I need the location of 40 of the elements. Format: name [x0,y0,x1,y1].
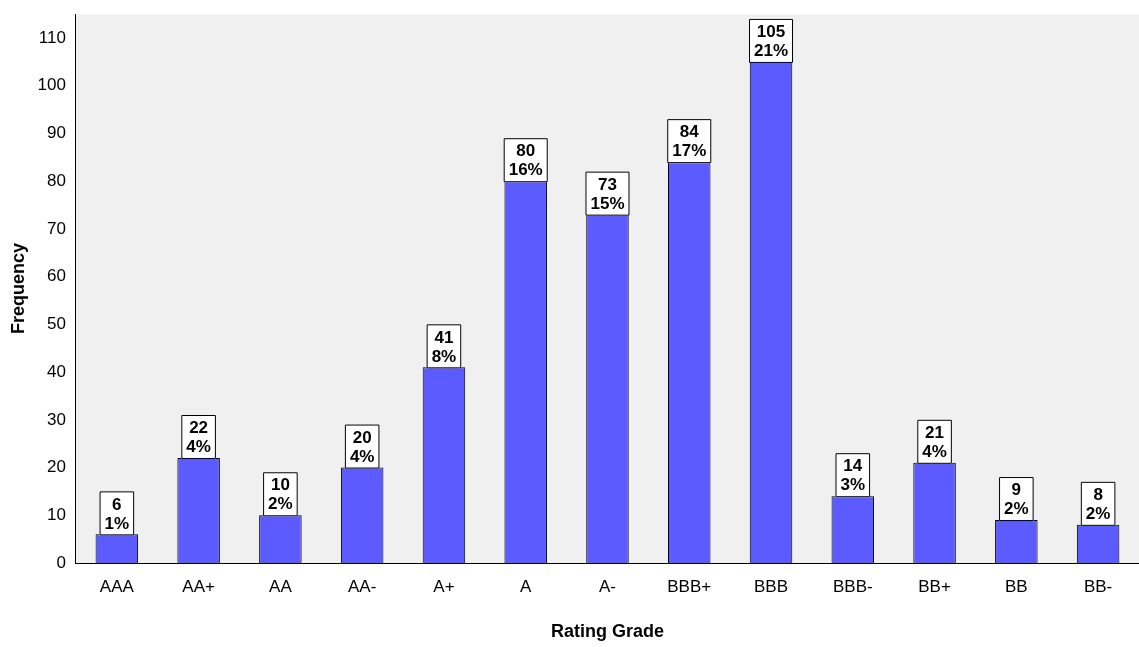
y-tick-label: 10 [47,504,66,524]
x-tick-label: BBB [754,576,789,596]
y-tick-label: 70 [47,218,66,238]
data-label: 105 21% [754,22,789,61]
y-tick-label: 100 [37,75,66,95]
y-tick-label: 110 [38,27,66,47]
x-tick-label: AAA [99,576,135,596]
data-label: 20 4% [349,427,375,466]
x-tick-label: AA+ [182,576,215,596]
x-tick-label: A+ [433,576,455,596]
x-tick-label: BB [1005,576,1028,596]
y-axis-title: Frequency [7,243,28,335]
data-label: 8 2% [1085,485,1111,524]
x-tick-label: BBB+ [667,576,712,596]
y-tick-label: 40 [47,361,66,381]
data-label: 21 4% [922,422,947,461]
data-label: 80 16% [508,141,543,180]
x-tick-label: BB+ [918,576,951,596]
x-tick-label: AA- [347,576,377,596]
x-tick-label: AA [269,576,293,596]
x-tick-label: BB- [1083,576,1113,596]
data-label: 84 17% [672,122,707,161]
x-tick-label: A [520,576,533,596]
y-tick-label: 90 [47,123,66,143]
y-tick-label: 0 [56,552,66,572]
data-label: 14 3% [840,456,866,495]
x-axis-title: Rating Grade [550,621,664,642]
data-label: 10 2% [268,475,293,514]
y-tick-label: 60 [47,266,66,286]
data-label: 9 2% [1004,480,1029,519]
data-label: 22 4% [186,418,211,457]
x-tick-label: BBB- [832,576,873,596]
y-tick-label: 80 [47,170,66,190]
data-label: 6 1% [104,494,130,533]
y-tick-label: 20 [47,457,66,477]
y-tick-label: 50 [47,314,66,334]
y-tick-label: 30 [47,409,66,429]
data-label: 41 8% [431,327,457,366]
x-tick-label: A- [598,576,616,596]
data-label: 73 15% [590,174,625,213]
